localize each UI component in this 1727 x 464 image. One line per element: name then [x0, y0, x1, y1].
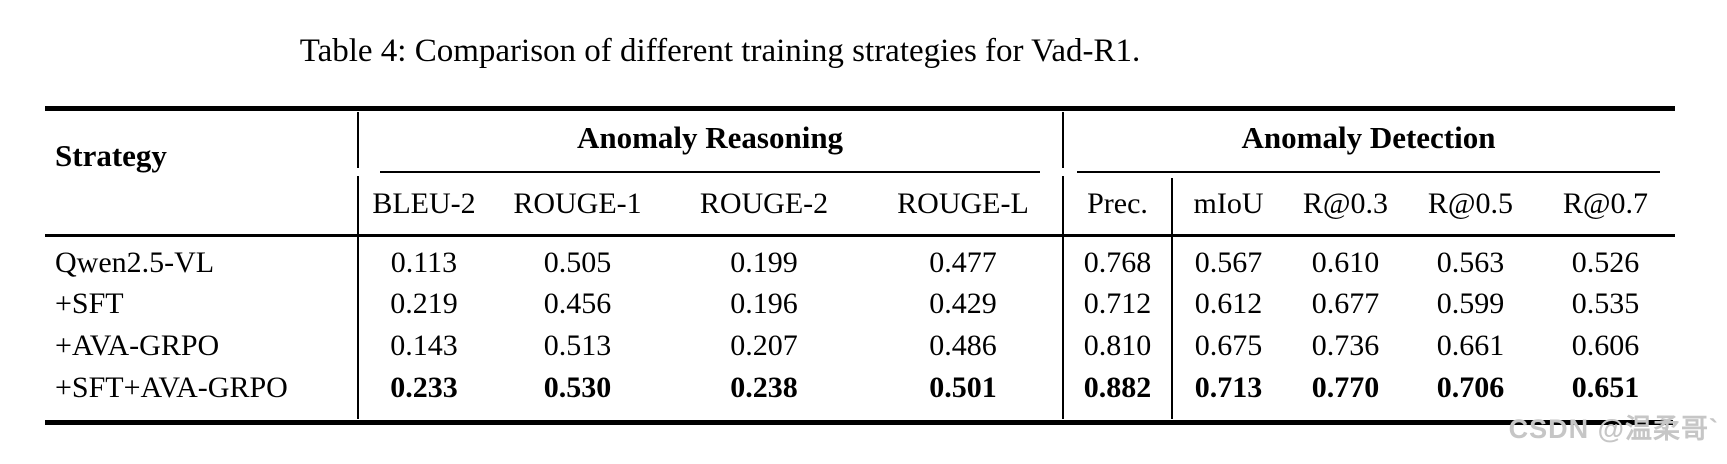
- table-cell: 0.233: [390, 370, 458, 404]
- table-row: +AVA-GRPO 0.143 0.513 0.207 0.486 0.810 …: [45, 325, 1676, 366]
- table-row: +SFT 0.219 0.456 0.196 0.429 0.712 0.612…: [45, 283, 1676, 324]
- table-cell: 0.429: [929, 286, 997, 320]
- column-header-rougeL: ROUGE-L: [897, 187, 1029, 220]
- table-bottom-rule: [45, 420, 1673, 425]
- strategy-divider-header: [357, 112, 359, 168]
- table-cell: 0.606: [1571, 328, 1640, 362]
- table-cell: 0.456: [543, 286, 612, 320]
- table-row-best: +SFT+AVA-GRPO 0.233 0.530 0.238 0.501 0.…: [45, 367, 1676, 408]
- column-header-r07: R@0.7: [1562, 187, 1649, 220]
- table-top-rule: [45, 106, 1675, 111]
- table-cell: 0.706: [1436, 370, 1505, 404]
- table-cell: 0.661: [1436, 328, 1505, 362]
- table-cell: 0.770: [1311, 370, 1380, 404]
- column-header-miou: mIoU: [1193, 187, 1264, 220]
- table-cell: 0.768: [1083, 245, 1152, 279]
- table-cell: 0.143: [390, 328, 458, 362]
- column-header-strategy: Strategy: [55, 138, 167, 173]
- table-cell: 0.238: [730, 370, 798, 404]
- table-mid-rule: [45, 234, 1675, 237]
- csdn-watermark: CSDN @温柔哥`: [1508, 414, 1719, 444]
- table-cell: 0.599: [1436, 286, 1505, 320]
- table-cell: 0.563: [1436, 245, 1505, 279]
- table-cell: 0.610: [1311, 245, 1380, 279]
- group-divider-body: [1062, 176, 1064, 419]
- table-cell: 0.736: [1311, 328, 1380, 362]
- row-label: +SFT: [55, 286, 124, 320]
- row-label: +AVA-GRPO: [55, 328, 220, 362]
- table-cell: 0.486: [929, 328, 997, 362]
- table-caption: Table 4: Comparison of different trainin…: [299, 33, 1141, 69]
- table-cell: 0.713: [1194, 370, 1263, 404]
- table-cell: 0.810: [1083, 328, 1152, 362]
- column-header-rouge2: ROUGE-2: [699, 187, 829, 220]
- table-cell: 0.675: [1194, 328, 1263, 362]
- column-header-prec: Prec.: [1087, 187, 1148, 220]
- table-cell: 0.199: [730, 245, 798, 279]
- table-cell: 0.651: [1571, 370, 1640, 404]
- table-cell: 0.535: [1571, 286, 1640, 320]
- table-cell: 0.567: [1194, 245, 1263, 279]
- table-cell: 0.612: [1194, 286, 1263, 320]
- table-cell: 0.207: [730, 328, 798, 362]
- column-header-r05: R@0.5: [1427, 187, 1514, 220]
- table-cell: 0.712: [1083, 286, 1152, 320]
- reasoning-group-underline: [380, 171, 1040, 173]
- table-cell: 0.530: [543, 370, 612, 404]
- table-cell: 0.526: [1571, 245, 1640, 279]
- table-cell: 0.501: [929, 370, 997, 404]
- strategy-divider-body: [357, 176, 359, 419]
- group-header-anomaly-detection: Anomaly Detection: [1241, 120, 1496, 155]
- table-cell: 0.882: [1083, 370, 1152, 404]
- subheader-row: BLEU-2 ROUGE-1 ROUGE-2 ROUGE-L Prec. mIo…: [45, 176, 1676, 232]
- table-cell: 0.505: [543, 245, 612, 279]
- column-header-rouge1: ROUGE-1: [513, 187, 642, 220]
- table-cell: 0.677: [1311, 286, 1380, 320]
- row-label: +SFT+AVA-GRPO: [55, 370, 288, 404]
- row-label: Qwen2.5-VL: [55, 245, 215, 279]
- table-cell: 0.219: [390, 286, 458, 320]
- group-header-anomaly-reasoning: Anomaly Reasoning: [576, 120, 844, 155]
- prec-divider: [1171, 178, 1173, 419]
- column-header-r03: R@0.3: [1302, 187, 1389, 220]
- table-cell: 0.113: [390, 245, 458, 279]
- table-cell: 0.513: [543, 328, 612, 362]
- detection-group-underline: [1077, 171, 1660, 173]
- table-row: Qwen2.5-VL 0.113 0.505 0.199 0.477 0.768…: [45, 242, 1676, 283]
- table-cell: 0.196: [730, 286, 798, 320]
- table-cell: 0.477: [929, 245, 997, 279]
- column-header-bleu2: BLEU-2: [372, 187, 476, 220]
- group-divider-header: [1062, 112, 1064, 168]
